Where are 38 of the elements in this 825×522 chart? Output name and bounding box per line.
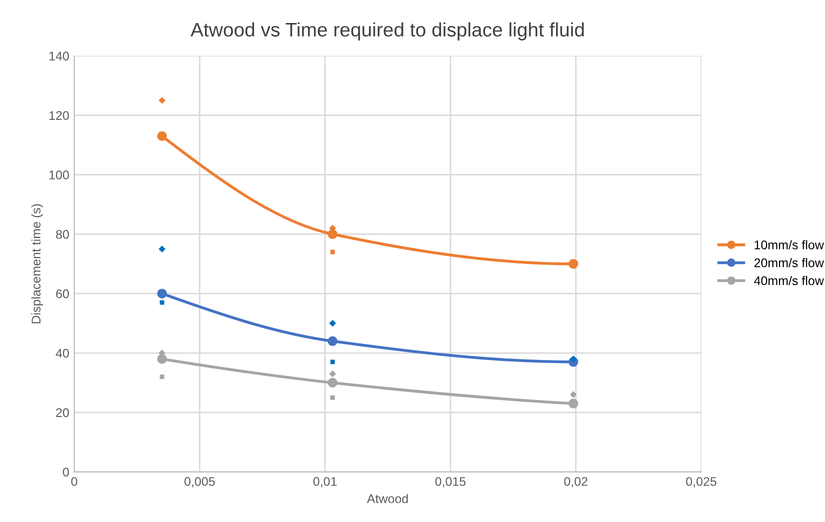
x-tick-label: 0,02	[564, 477, 588, 488]
point	[570, 391, 577, 398]
point	[157, 131, 167, 141]
point	[157, 288, 167, 298]
point	[329, 370, 336, 378]
legend-label: 10mm/s flow	[754, 240, 824, 250]
y-tick-label: 20	[56, 408, 69, 418]
point	[160, 300, 164, 305]
point	[568, 259, 578, 269]
y-tick-label: 40	[56, 348, 69, 358]
point	[157, 354, 167, 364]
point	[160, 374, 164, 380]
legend-label: 20mm/s flow	[754, 258, 824, 268]
legend-label: 40mm/s flow	[754, 276, 824, 286]
point	[328, 378, 338, 388]
chart-title: Atwood vs Time required to displace light fluid	[190, 22, 584, 40]
point	[330, 395, 335, 400]
point	[330, 360, 335, 364]
y-axis-title: Displacement time (s)	[31, 204, 43, 324]
y-tick-label: 60	[56, 289, 69, 298]
y-tick-label: 80	[56, 230, 69, 239]
point	[570, 356, 577, 362]
y-tick-label: 100	[49, 170, 69, 180]
y-tick-label: 140	[49, 52, 69, 61]
point	[158, 96, 166, 104]
y-tick-label: 120	[49, 111, 69, 120]
x-tick-label: 0,015	[435, 477, 466, 488]
point	[330, 250, 335, 254]
point	[568, 398, 578, 408]
x-tick-label: 0,01	[313, 477, 337, 488]
point	[329, 320, 336, 327]
x-tick-label: 0,025	[686, 477, 716, 488]
x-tick-label: 0	[71, 477, 78, 486]
y-tick-label: 0	[62, 468, 69, 477]
point	[328, 229, 338, 240]
point	[328, 336, 338, 346]
x-tick-label: 0,005	[184, 477, 215, 488]
x-axis-title: Atwood	[366, 494, 408, 504]
